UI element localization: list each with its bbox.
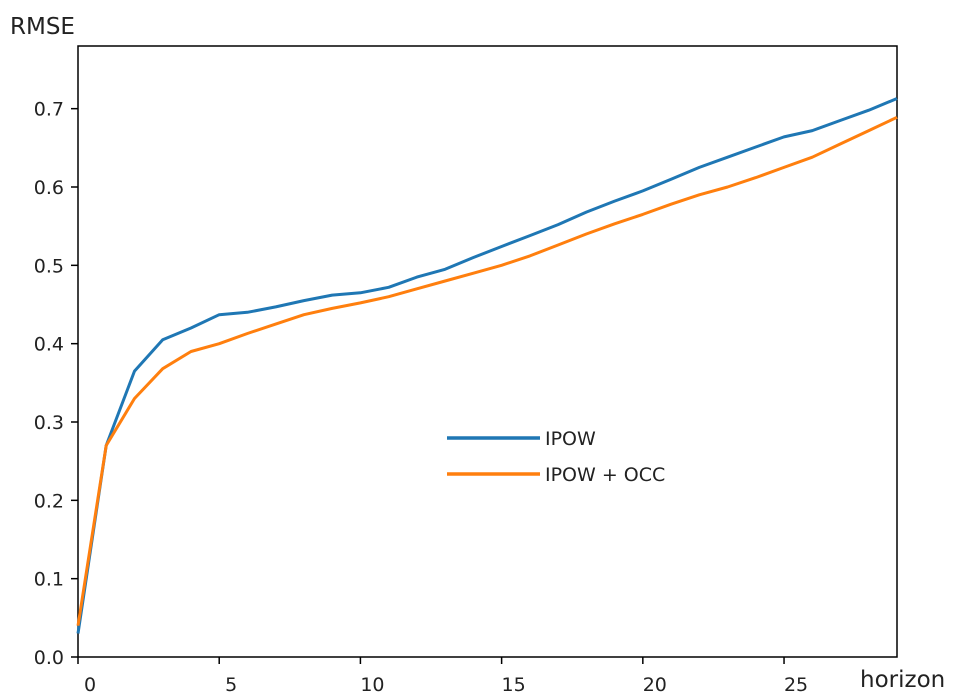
series-line-ipow: [76, 97, 898, 634]
y-tick-label: 0.3: [34, 412, 64, 434]
legend-label: IPOW + OCC: [545, 464, 665, 486]
y-axis: 0.0 0.1 0.2 0.3 0.4 0.5 0.6 0.7: [34, 99, 78, 669]
x-axis-title: horizon: [860, 667, 945, 693]
legend-item: IPOW: [447, 428, 596, 450]
y-tick-label: 0.7: [34, 99, 64, 121]
series-line-ipow-occ: [76, 115, 898, 626]
series-lines: [76, 97, 898, 634]
x-tick-label: 15: [502, 674, 526, 695]
plot-frame: [77, 45, 898, 658]
x-tick-label: 5: [225, 674, 237, 695]
y-tick-label: 0.2: [34, 490, 64, 512]
y-tick-label: 0.4: [34, 334, 64, 356]
y-tick-label: 0.1: [34, 569, 64, 591]
legend-item: IPOW + OCC: [447, 464, 665, 486]
legend-label: IPOW: [545, 428, 596, 450]
plot-area-border: [77, 45, 898, 658]
x-tick-label: 20: [643, 674, 667, 695]
x-axis: 0 5 10 15 20 25: [77, 657, 808, 695]
y-tick-label: 0.0: [34, 647, 64, 669]
y-tick-label: 0.6: [34, 177, 64, 199]
x-tick-label: 10: [360, 674, 384, 695]
x-tick-label: 0: [84, 674, 96, 695]
y-tick-label: 0.5: [34, 255, 64, 277]
y-axis-title: RMSE: [10, 14, 75, 40]
x-tick-label: 25: [784, 674, 808, 695]
legend: IPOW IPOW + OCC: [447, 428, 665, 486]
